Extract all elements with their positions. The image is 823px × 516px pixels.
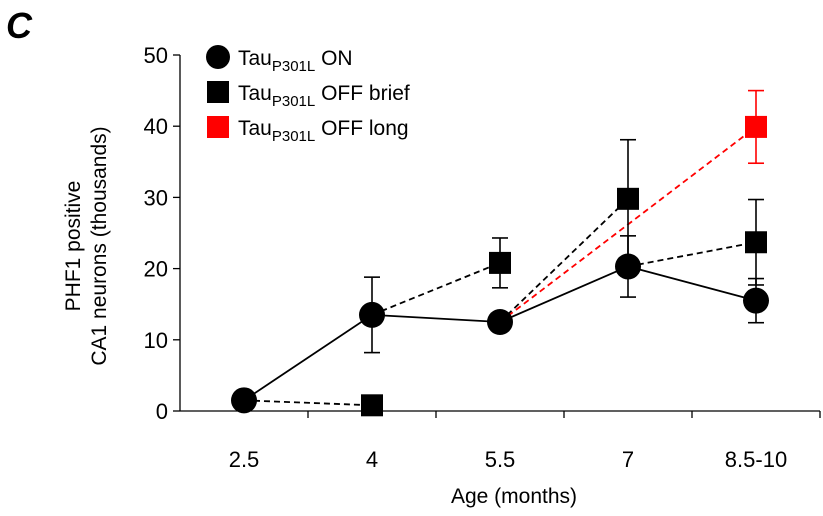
series-connector-1-3 <box>628 242 756 266</box>
data-point-square <box>361 394 383 416</box>
x-tick-label: 8.5-10 <box>725 447 787 472</box>
data-point-square <box>745 231 767 253</box>
y-axis-title-line-2: CA1 neurons (thousands) <box>88 126 111 365</box>
y-tick-label: 30 <box>144 185 168 210</box>
series-connector-1-0 <box>244 400 372 405</box>
x-tick-label: 7 <box>622 447 634 472</box>
legend-label: TauP301L ON <box>238 47 353 75</box>
data-point-circle <box>231 387 257 413</box>
data-point-square <box>489 252 511 274</box>
legend-marker-circle <box>206 45 230 69</box>
x-axis-ticks: 2.5 4 5.5 7 8.5-10 <box>229 411 820 472</box>
y-axis-title-line-1: PHF1 positive <box>62 181 85 312</box>
legend-label: TauP301L OFF long <box>238 117 409 145</box>
x-tick-label: 4 <box>366 447 378 472</box>
legend: TauP301L ON TauP301L OFF brief TauP301L OF… <box>206 45 410 145</box>
x-axis-title: Age (months) <box>451 485 577 508</box>
x-tick-label: 2.5 <box>229 447 260 472</box>
series-connector-1-2 <box>500 199 628 322</box>
error-bars <box>364 91 764 353</box>
legend-marker-square <box>207 116 229 138</box>
y-tick-label: 40 <box>144 114 168 139</box>
data-point-circle <box>615 253 641 279</box>
data-markers <box>231 116 769 416</box>
panel-label: C <box>6 5 33 46</box>
series-connector-1-1 <box>372 263 500 315</box>
y-axis-title: PHF1 positive CA1 neurons (thousands) <box>62 126 111 365</box>
data-point-square <box>617 188 639 210</box>
data-point-circle <box>487 309 513 335</box>
data-point-circle <box>359 302 385 328</box>
x-tick-label: 5.5 <box>485 447 516 472</box>
legend-marker-square <box>207 81 229 103</box>
y-tick-label: 50 <box>144 43 168 68</box>
y-axis-ticks: 0 10 20 30 40 50 <box>144 43 180 424</box>
y-tick-label: 10 <box>144 328 168 353</box>
data-point-circle <box>743 288 769 314</box>
legend-label: TauP301L OFF brief <box>238 82 410 110</box>
y-tick-label: 20 <box>144 257 168 282</box>
y-tick-label: 0 <box>156 399 168 424</box>
data-point-square <box>745 116 767 138</box>
